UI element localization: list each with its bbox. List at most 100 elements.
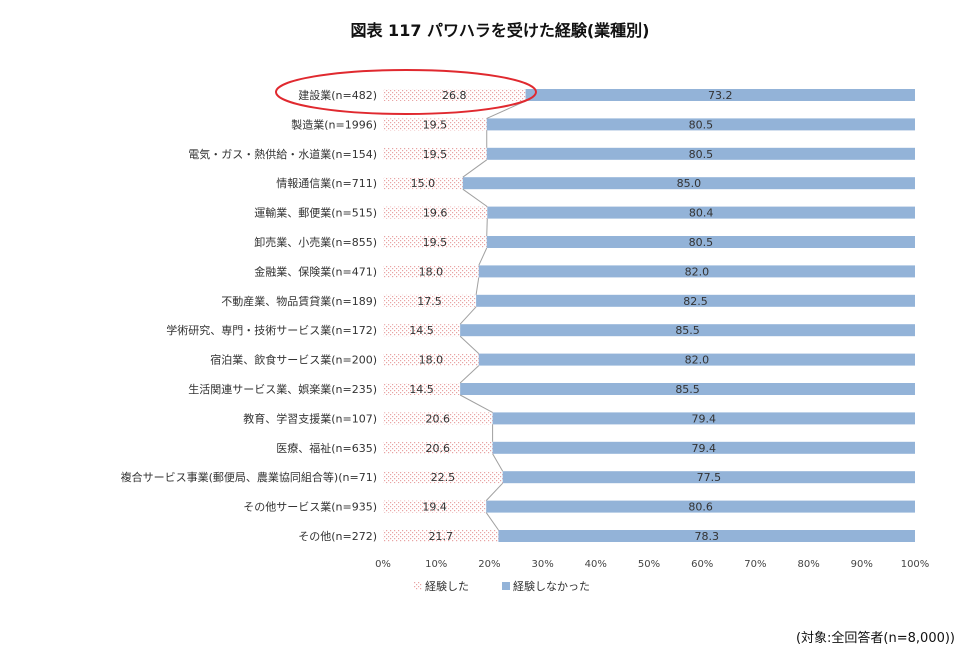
data-label-experienced: 18.0	[419, 265, 444, 278]
category-label: 電気・ガス・熱供給・水道業(n=154)	[188, 147, 377, 161]
category-label: その他(n=272)	[298, 530, 377, 543]
data-label-experienced: 14.5	[409, 324, 434, 337]
category-label: その他サービス業(n=935)	[243, 501, 377, 514]
category-label: 金融業、保険業(n=471)	[254, 264, 377, 278]
bar-experienced	[383, 324, 461, 337]
category-label: 不動産業、物品賃貸業(n=189)	[221, 294, 377, 308]
bar-not-experienced	[486, 236, 915, 248]
category-labels-layer: 建設業(n=482) 製造業(n=1996) 電気・ガス・熱供給・水道業(n=154…	[121, 88, 377, 543]
data-label-not-experienced: 73.2	[708, 89, 733, 102]
data-labels-layer: 26.8 73.2 19.5 80.5 19.5 80.5 15.0 85.0 19.6 80.4…	[409, 89, 732, 543]
series-lines-layer	[459, 100, 526, 531]
data-label-experienced: 21.7	[428, 530, 453, 543]
data-label-experienced: 17.5	[417, 295, 442, 308]
bar-experienced	[383, 236, 487, 248]
x-tick-label: 100%	[901, 559, 930, 570]
bar-not-experienced	[492, 441, 915, 454]
legend: 経験した 経験しなかった	[414, 579, 590, 593]
bar-experienced	[383, 383, 461, 395]
data-label-not-experienced: 80.4	[689, 207, 714, 220]
bar-not-experienced	[462, 177, 915, 190]
data-label-not-experienced: 80.5	[689, 148, 714, 161]
bar-experienced	[383, 265, 479, 278]
bar-experienced	[383, 118, 487, 131]
category-label: 製造業(n=1996)	[291, 117, 377, 131]
series-connector-line	[459, 365, 480, 384]
bar-experienced	[383, 147, 487, 160]
bar-not-experienced	[460, 383, 915, 395]
bar-experienced	[383, 471, 503, 484]
x-tick-label: 40%	[585, 559, 607, 570]
bar-not-experienced	[486, 147, 915, 160]
legend-label-not-experienced: 経験しなかった	[513, 579, 590, 593]
data-label-experienced: 20.6	[426, 442, 451, 455]
data-label-not-experienced: 85.5	[675, 324, 700, 337]
category-label: 生活関連サービス業、娯楽業(n=235)	[188, 382, 377, 396]
data-label-experienced: 19.6	[423, 207, 448, 220]
bar-not-experienced	[486, 500, 915, 513]
bar-not-experienced	[525, 89, 915, 101]
series-connector-line	[475, 277, 480, 295]
series-connector-line	[462, 188, 488, 208]
data-label-experienced: 19.4	[422, 501, 447, 514]
bar-not-experienced	[460, 324, 915, 337]
data-label-experienced: 19.5	[423, 236, 448, 249]
highlight-ellipse	[275, 69, 537, 115]
data-label-not-experienced: 78.3	[694, 530, 719, 543]
category-label: 学術研究、専門・技術サービス業(n=172)	[166, 323, 377, 337]
data-label-experienced: 20.6	[426, 412, 451, 425]
data-label-not-experienced: 80.6	[688, 501, 713, 514]
category-label: 複合サービス事業(郵便局、農業協同組合等)(n=71)	[121, 470, 377, 484]
category-label: 卸売業、小売業(n=855)	[254, 235, 377, 249]
category-label: 医療、福祉(n=635)	[276, 441, 377, 455]
data-label-experienced: 22.5	[431, 471, 456, 484]
bar-experienced	[383, 89, 526, 101]
data-label-not-experienced: 82.0	[685, 354, 710, 367]
bar-experienced	[383, 206, 488, 219]
data-label-experienced: 15.0	[411, 177, 436, 190]
series-connector-line	[459, 335, 480, 354]
x-tick-label: 10%	[425, 559, 447, 570]
data-label-not-experienced: 80.5	[689, 118, 714, 131]
bar-experienced	[383, 294, 477, 307]
data-label-experienced: 18.0	[419, 354, 444, 367]
bar-experienced	[383, 441, 493, 454]
data-label-experienced: 19.5	[423, 118, 448, 131]
legend-label-experienced: 経験した	[425, 579, 469, 593]
legend-swatch-not-experienced	[502, 582, 510, 590]
data-label-not-experienced: 85.5	[675, 383, 700, 396]
x-tick-label: 70%	[744, 559, 766, 570]
x-tick-label: 20%	[478, 559, 500, 570]
x-tick-label: 50%	[638, 559, 660, 570]
bar-not-experienced	[478, 353, 915, 366]
bar-not-experienced	[502, 471, 915, 484]
data-label-not-experienced: 79.4	[692, 412, 717, 425]
bar-not-experienced	[492, 412, 915, 425]
category-label: 運輸業、郵便業(n=515)	[254, 206, 377, 220]
data-label-not-experienced: 85.0	[677, 177, 702, 190]
series-connector-line	[459, 306, 477, 325]
x-tick-label: 80%	[797, 559, 819, 570]
bar-experienced	[383, 353, 479, 366]
category-label: 教育、学習支援業(n=107)	[243, 411, 377, 425]
series-connector-line	[486, 218, 488, 237]
data-label-not-experienced: 82.5	[683, 295, 708, 308]
chart-title: 図表 117 パワハラを受けた経験(業種別)	[350, 21, 649, 40]
respondents-note: (対象:全回答者(n=8,000))	[796, 630, 955, 646]
series-connector-line	[462, 159, 488, 178]
x-tick-label: 30%	[531, 559, 553, 570]
category-label: 建設業(n=482)	[298, 88, 377, 102]
category-label: 宿泊業、飲食サービス業(n=200)	[210, 353, 377, 367]
bar-experienced	[383, 530, 499, 542]
x-axis-ticks-layer: 0% 10% 20% 30% 40% 50% 60% 70% 80% 90% 100%	[375, 559, 929, 570]
x-tick-label: 0%	[375, 559, 391, 570]
series-connector-line	[485, 512, 499, 531]
bar-not-experienced	[476, 294, 915, 307]
series-connector-line	[492, 453, 504, 472]
data-label-not-experienced: 82.0	[685, 265, 710, 278]
bar-not-experienced	[487, 206, 915, 219]
legend-swatch-experienced	[414, 582, 422, 590]
bar-experienced	[383, 412, 493, 425]
series-connector-line	[478, 247, 488, 266]
